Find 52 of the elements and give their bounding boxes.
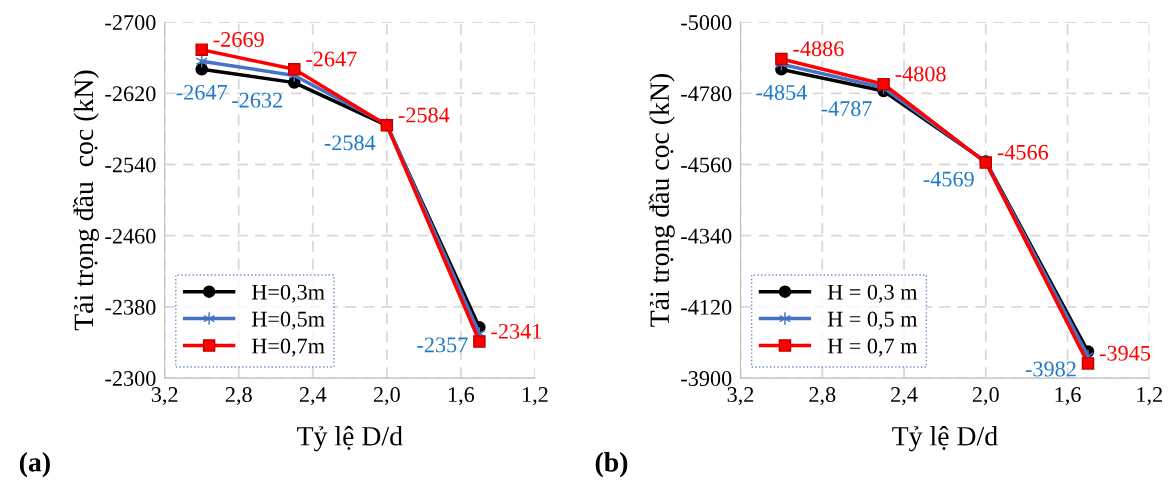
- legend-label: H = 0,3 m: [827, 284, 918, 303]
- x-tick-label: 3,2: [727, 387, 754, 406]
- text: (a): [19, 452, 50, 478]
- legend-label: H=0,5m: [251, 311, 325, 330]
- x-tick-label: 3,2: [151, 387, 178, 406]
- y-tick-label: -2620: [105, 86, 156, 102]
- data-label: -2341: [491, 323, 542, 339]
- x-tick-label: 2,0: [972, 387, 999, 406]
- x-axis-title: Tỷ lệ D/d: [297, 426, 403, 452]
- legend-label: H = 0,7 m: [827, 338, 918, 357]
- legend-label: H=0,7m: [251, 338, 325, 357]
- y-tick-label: -2540: [105, 157, 156, 173]
- y-axis-title: Tải trọng đầu cọc (kN): [648, 74, 675, 327]
- data-label: -2632: [232, 92, 282, 108]
- data-label: -4787: [821, 101, 872, 117]
- x-tick-label: 1,2: [1137, 387, 1162, 406]
- data-label: -2647: [176, 84, 227, 100]
- x-axis-title: Tỷ lệ D/d: [892, 426, 998, 452]
- y-tick-label: -2460: [105, 228, 156, 244]
- data-label: -4808: [895, 66, 946, 82]
- data-label: -4569: [923, 171, 974, 187]
- y-tick-label: -5000: [681, 15, 732, 31]
- x-tick-label: 2,8: [225, 387, 252, 406]
- data-label: -4854: [756, 84, 807, 100]
- y-tick-label: -4340: [681, 228, 732, 244]
- y-tick-label: -4780: [681, 86, 732, 102]
- legend-label: H = 0,5 m: [827, 311, 918, 330]
- x-tick-label: 2,4: [299, 387, 327, 406]
- x-tick-label: 1,6: [1055, 387, 1081, 406]
- data-label: -2584: [398, 107, 450, 123]
- x-tick-label: 1,6: [448, 387, 475, 406]
- y-tick-label: -4120: [681, 299, 732, 315]
- text: (b): [595, 452, 628, 478]
- data-label: -2584: [324, 135, 376, 151]
- y-tick-label: -2380: [105, 299, 156, 315]
- data-label: -2669: [213, 31, 264, 47]
- y-tick-label: -3900: [681, 371, 732, 386]
- data-label: -4886: [793, 41, 844, 57]
- y-tick-label: -2700: [105, 15, 156, 31]
- x-tick-label: 2,8: [809, 387, 836, 406]
- x-tick-label: 2,4: [891, 387, 918, 406]
- data-label: -3945: [1099, 345, 1151, 361]
- y-tick-label: -2300: [105, 371, 156, 386]
- x-tick-label: 1,2: [523, 387, 548, 406]
- y-tick-label: -4560: [681, 157, 732, 173]
- x-tick-label: 2,0: [373, 387, 400, 406]
- data-label: -4566: [997, 144, 1049, 160]
- y-axis-title: Tải trọng đầu cọc (kN): [72, 70, 99, 331]
- data-label: -2357: [417, 337, 468, 353]
- data-label: -3982: [1025, 361, 1076, 377]
- legend-label: H=0,3m: [251, 284, 325, 303]
- data-label: -2647: [306, 51, 357, 67]
